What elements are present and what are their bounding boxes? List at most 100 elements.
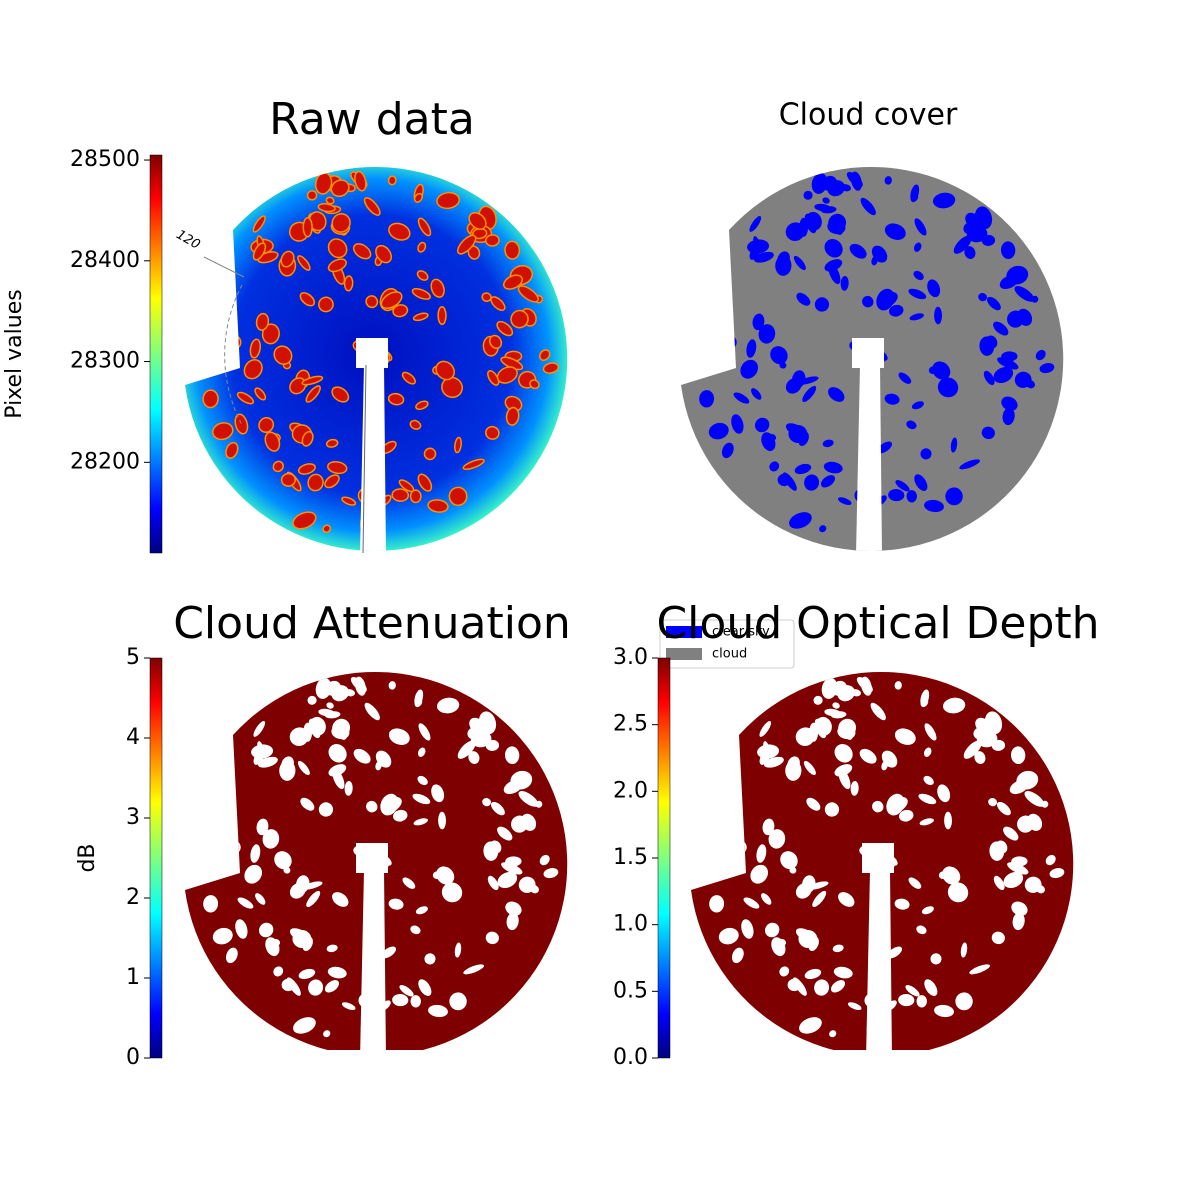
sky-disk xyxy=(691,671,1074,1050)
cloud-patch xyxy=(392,304,409,318)
cloud-patch xyxy=(302,216,313,238)
colorbar-tick-label: 1 xyxy=(126,965,140,990)
cloud-patch xyxy=(871,245,888,263)
cloud-patch xyxy=(1039,363,1055,374)
cloud-patch xyxy=(297,760,310,776)
cloud-patch xyxy=(923,775,934,786)
cloud-patch xyxy=(804,474,820,491)
cloud-patch xyxy=(327,461,348,475)
cloud-patch xyxy=(908,877,922,889)
cloud-patch xyxy=(344,780,353,796)
cloud-patch xyxy=(743,897,760,909)
cloud-patch xyxy=(814,203,831,212)
cloud-patch xyxy=(324,980,340,993)
cloud-patch xyxy=(363,197,381,216)
cloud-patch xyxy=(325,438,339,448)
cloud-patch xyxy=(254,387,267,401)
cloud-patch xyxy=(906,490,917,503)
cloud-patch xyxy=(860,197,876,216)
cloud-patch xyxy=(411,287,431,300)
cloud-patch xyxy=(808,936,819,951)
cloud-patch xyxy=(213,795,235,813)
cloud-patch xyxy=(761,893,772,905)
cloud-patch xyxy=(733,392,750,404)
colorbar-tick-label: 2.0 xyxy=(613,778,648,803)
cloud-patch xyxy=(1024,791,1045,807)
cloud-patch xyxy=(809,722,819,742)
cloud-patch xyxy=(326,944,338,953)
colorbar xyxy=(657,657,671,1059)
cloud-patch xyxy=(981,426,995,440)
colorbar-tick-label: 3 xyxy=(126,805,140,830)
cloud-patch xyxy=(805,211,822,231)
cloud-patch xyxy=(824,259,843,272)
cloud-patch xyxy=(798,376,819,385)
cloud-patch xyxy=(969,964,991,975)
cloud-patch xyxy=(297,255,311,271)
cloud-patch xyxy=(427,499,449,513)
cloud-patch xyxy=(469,717,486,735)
colorbar-tick-label: 28200 xyxy=(70,449,140,474)
colorbar-tick-label: 0.0 xyxy=(613,1045,648,1070)
cloud-patch xyxy=(327,238,348,259)
cloud-patch xyxy=(258,922,274,938)
cloud-patch xyxy=(301,375,324,386)
cloud-patch xyxy=(749,243,762,260)
cloud-patch xyxy=(804,968,822,980)
cloud-patch xyxy=(1001,396,1018,411)
cloud-patch xyxy=(932,361,951,380)
cloud-patch xyxy=(812,890,827,908)
cloud-patch xyxy=(225,947,238,964)
cloud-patch xyxy=(341,1002,356,1011)
cloud-patch xyxy=(754,417,770,433)
cloud-patch xyxy=(253,721,266,737)
cloud-patch xyxy=(870,702,886,721)
cloud-patch xyxy=(504,240,521,260)
cloud-patch xyxy=(489,840,502,854)
cloud-patch xyxy=(832,944,844,953)
cloud-patch xyxy=(391,488,410,502)
cloud-patch xyxy=(213,339,232,361)
cloud-patch xyxy=(909,313,924,321)
cloud-patch xyxy=(924,499,944,513)
sky-disk xyxy=(185,671,568,1050)
cloud-patch xyxy=(504,746,520,765)
cloud-patch xyxy=(799,1017,822,1034)
cloud-patch xyxy=(789,512,812,529)
cloud-patch xyxy=(705,314,721,327)
cloud-patch xyxy=(752,313,765,331)
cloud-patch xyxy=(822,439,834,448)
cloud-patch xyxy=(1003,871,1024,889)
cloud-patch xyxy=(906,420,917,430)
cloud-patch xyxy=(354,170,367,192)
cloud-patch xyxy=(937,377,959,398)
cloud-patch xyxy=(209,845,222,862)
cloud-patch xyxy=(934,306,942,325)
cloud-patch xyxy=(996,801,1011,816)
colorbar-tick-label: 0 xyxy=(126,1045,140,1070)
cloud-patch xyxy=(387,175,397,186)
cloud-patch xyxy=(506,912,519,931)
cloud-patch xyxy=(203,895,219,913)
cloud-patch xyxy=(418,979,432,996)
cloud-patch xyxy=(208,339,223,358)
azimuth-line xyxy=(203,256,245,278)
cloud-patch xyxy=(417,775,428,786)
cloud-patch xyxy=(988,797,998,807)
cloud-patch xyxy=(307,695,317,705)
cloud-patch xyxy=(457,740,476,759)
cloud-patch xyxy=(899,809,914,822)
cloud-patch xyxy=(898,993,915,1007)
cloud-patch xyxy=(787,978,802,992)
cloud-patch xyxy=(993,875,1005,891)
colorbar-tick-label: 1.5 xyxy=(613,845,648,870)
cloud-patch xyxy=(1035,885,1045,894)
cloud-patch xyxy=(255,312,270,331)
cloud-patch xyxy=(449,992,467,1011)
cloud-patch xyxy=(916,995,927,1008)
cloud-patch xyxy=(436,866,455,885)
cloud-patch xyxy=(281,978,296,992)
cloud-patch xyxy=(543,868,559,879)
cloud-patch xyxy=(317,203,336,213)
occluder xyxy=(852,338,884,368)
